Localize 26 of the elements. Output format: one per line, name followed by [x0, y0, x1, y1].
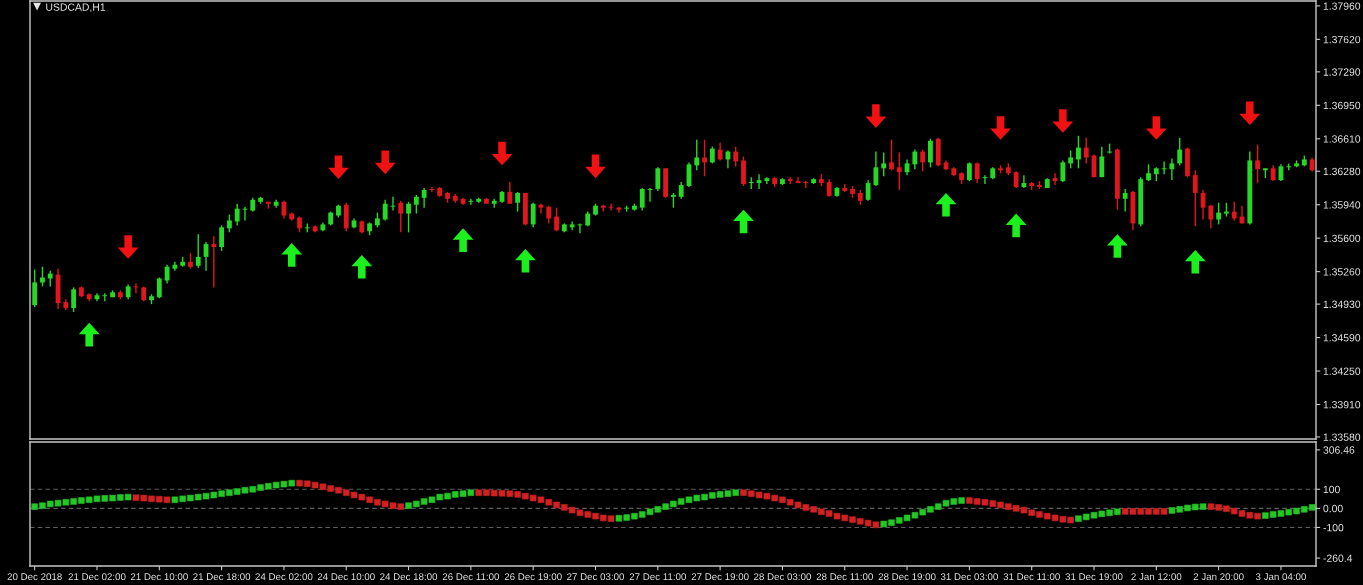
x-tick-label: 24 Dec 10:00	[317, 573, 375, 581]
x-tick-label: 27 Dec 03:00	[567, 573, 625, 581]
x-tick-label: 3 Jan 04:00	[1255, 573, 1306, 581]
x-tick-label: 21 Dec 18:00	[193, 573, 251, 581]
y-tick-label: 0.00	[1323, 504, 1343, 513]
x-tick-label: 27 Dec 11:00	[629, 573, 686, 581]
x-tick-label: 26 Dec 19:00	[504, 573, 562, 581]
x-tick-label: 28 Dec 03:00	[754, 573, 811, 581]
x-tick-label: 31 Dec 03:00	[940, 573, 998, 581]
x-tick-label: 26 Dec 11:00	[442, 573, 500, 581]
x-tick-label: 2 Jan 12:00	[1131, 573, 1182, 581]
y-tick-label: -100	[1323, 523, 1344, 532]
x-tick-label: 2 Jan 20:00	[1193, 573, 1244, 581]
x-tick-label: 21 Dec 02:00	[68, 573, 126, 581]
x-tick-label: 31 Dec 19:00	[1065, 573, 1123, 581]
x-tick-label: 21 Dec 10:00	[130, 573, 188, 581]
y-tick-label: -260.4	[1323, 554, 1353, 562]
x-tick-label: 24 Dec 02:00	[255, 573, 313, 581]
x-tick-label: 31 Dec 11:00	[1003, 573, 1060, 581]
x-tick-label: 20 Dec 2018	[7, 573, 62, 581]
x-tick-label: 24 Dec 18:00	[380, 573, 438, 581]
y-tick-label: 100	[1323, 485, 1340, 494]
y-tick-label: 306.46	[1323, 446, 1355, 454]
x-tick-label: 28 Dec 19:00	[878, 573, 936, 581]
x-tick-label: 27 Dec 19:00	[691, 573, 749, 581]
x-tick-label: 28 Dec 11:00	[816, 573, 873, 581]
